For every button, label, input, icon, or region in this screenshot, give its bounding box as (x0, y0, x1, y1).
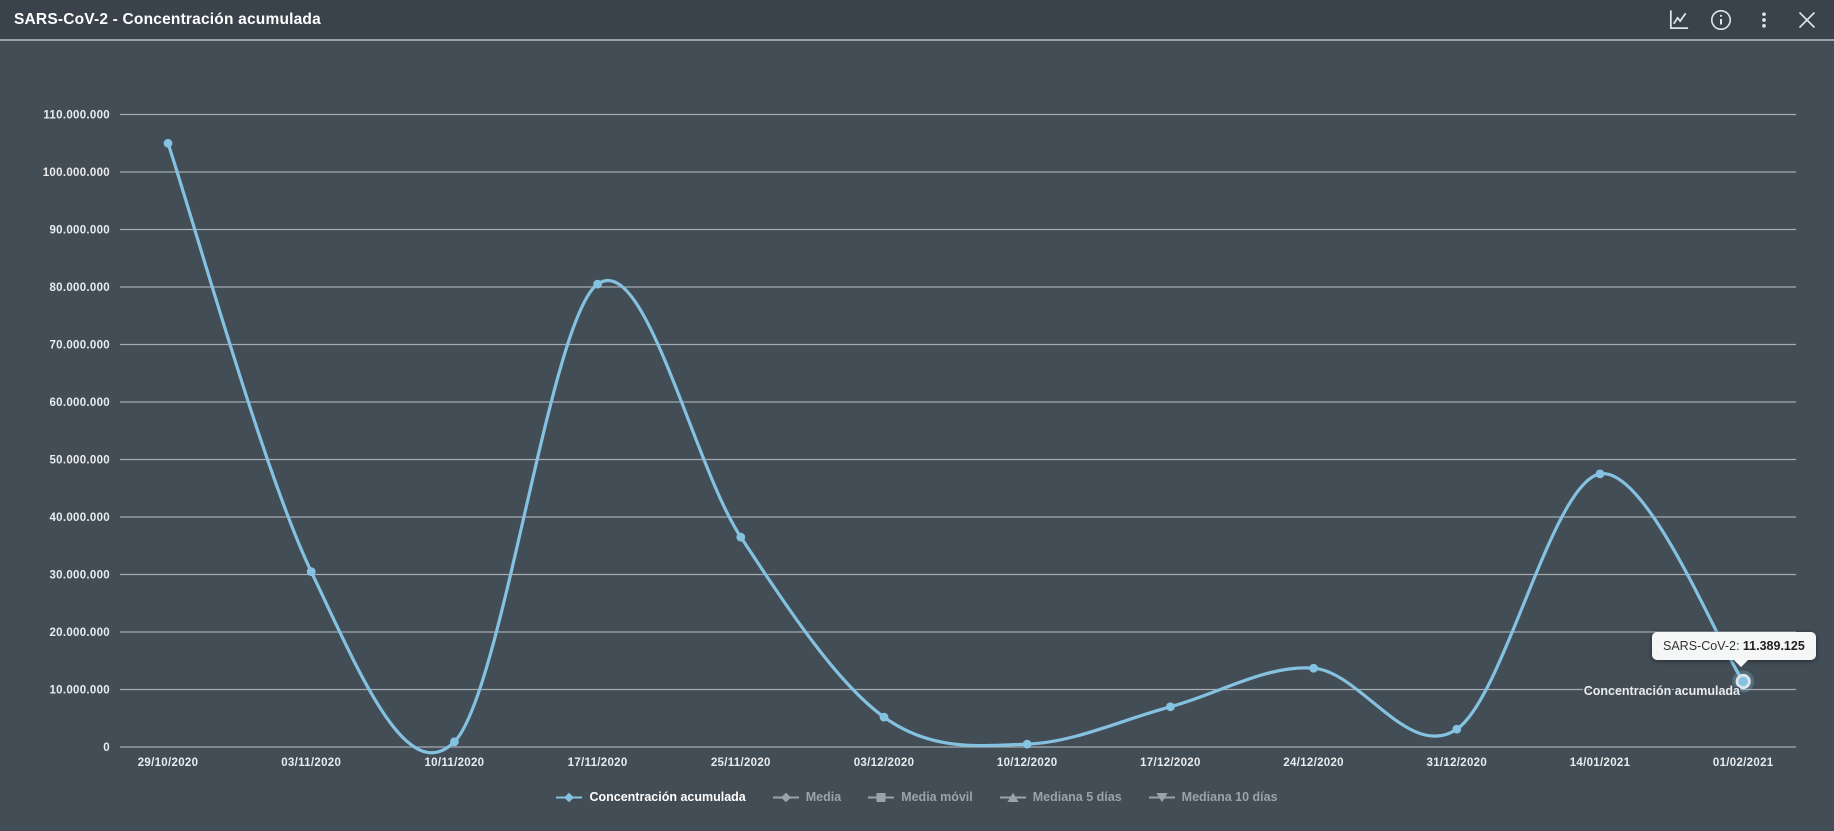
x-axis-label: 03/12/2020 (854, 757, 915, 769)
y-axis-label: 100.000.000 (43, 167, 110, 179)
data-point[interactable] (593, 279, 602, 289)
chart-line-icon[interactable] (1665, 7, 1691, 33)
close-icon[interactable] (1794, 7, 1820, 33)
legend-label: Mediana 5 días (1032, 790, 1122, 804)
legend-item-4[interactable]: Mediana 10 días (1148, 790, 1278, 804)
legend-label: Mediana 10 días (1181, 790, 1278, 804)
data-point[interactable] (1022, 739, 1032, 749)
y-axis-label: 50.000.000 (49, 455, 110, 467)
page-title: SARS-CoV-2 - Concentración acumulada (14, 10, 321, 28)
y-axis-label: 0 (103, 742, 110, 754)
x-axis-label: 31/12/2020 (1427, 757, 1488, 769)
x-axis-label: 17/12/2020 (1140, 757, 1201, 769)
y-axis-label: 40.000.000 (49, 512, 110, 524)
x-axis-label: 14/01/2021 (1570, 757, 1631, 769)
x-axis-label: 25/11/2020 (711, 757, 771, 769)
data-point[interactable] (736, 532, 746, 542)
series-label: Concentración acumulada (1584, 684, 1741, 698)
chart-canvas: 0 10.000.000 20.000.000 30.000.000 40.000.00… (43, 110, 1796, 769)
x-axis-label: 10/11/2020 (424, 757, 484, 769)
legend-label: Media móvil (901, 790, 973, 804)
tooltip-series-label: SARS-CoV-2: (1663, 639, 1740, 653)
y-axis-label: 90.000.000 (49, 225, 110, 237)
legend-item-1[interactable]: Media (772, 790, 842, 804)
x-axis-label: 17/11/2020 (568, 757, 628, 769)
y-axis-label: 80.000.000 (49, 282, 110, 294)
header-toolbar (1665, 7, 1820, 33)
series-line-concentracion-acumulada (166, 141, 1745, 755)
legend-marker-diamond-icon (556, 792, 583, 802)
x-axis-label: 29/10/2020 (138, 757, 199, 769)
data-point[interactable] (450, 737, 459, 747)
legend-label: Concentración acumulada (589, 790, 746, 804)
y-axis-label: 60.000.000 (49, 397, 110, 409)
data-point[interactable] (879, 712, 889, 722)
legend-label: Media (805, 790, 842, 804)
tooltip: SARS-CoV-2: 11.389.125 (1652, 632, 1816, 668)
y-axis-label: 30.000.000 (49, 570, 110, 582)
data-point[interactable] (1309, 663, 1318, 673)
data-point-hovered[interactable] (1735, 673, 1751, 690)
y-axis-label: 20.000.000 (49, 627, 110, 639)
x-axis-label: 01/02/2021 (1713, 757, 1774, 769)
legend-marker-triangle-up-icon (999, 792, 1026, 802)
legend-item-0[interactable]: Concentración acumulada (556, 790, 746, 804)
info-icon[interactable] (1708, 7, 1734, 33)
legend-marker-square-icon (868, 792, 895, 802)
y-axis-label: 110.000.000 (43, 110, 110, 122)
kebab-menu-icon[interactable] (1751, 7, 1777, 33)
data-point[interactable] (1166, 702, 1175, 712)
legend-item-2[interactable]: Media móvil (868, 790, 973, 804)
legend-item-3[interactable]: Mediana 5 días (999, 790, 1122, 804)
tooltip-value: 11.389.125 (1742, 639, 1805, 653)
x-axis-label: 03/11/2020 (281, 757, 341, 769)
chart-legend: Concentración acumulada Media Media móvil M… (0, 786, 1834, 808)
x-axis-label: 24/12/2020 (1283, 757, 1344, 769)
data-point[interactable] (306, 567, 316, 577)
legend-marker-diamond-icon (772, 792, 799, 802)
y-axis-label: 10.000.000 (49, 685, 110, 697)
data-point[interactable] (1595, 469, 1605, 479)
y-axis-label: 70.000.000 (49, 340, 110, 352)
data-point[interactable] (163, 138, 173, 148)
window-header: SARS-CoV-2 - Concentración acumulada (0, 0, 1834, 41)
data-point[interactable] (1452, 724, 1462, 734)
legend-marker-triangle-down-icon (1148, 792, 1175, 802)
x-axis-label: 10/12/2020 (997, 757, 1058, 769)
